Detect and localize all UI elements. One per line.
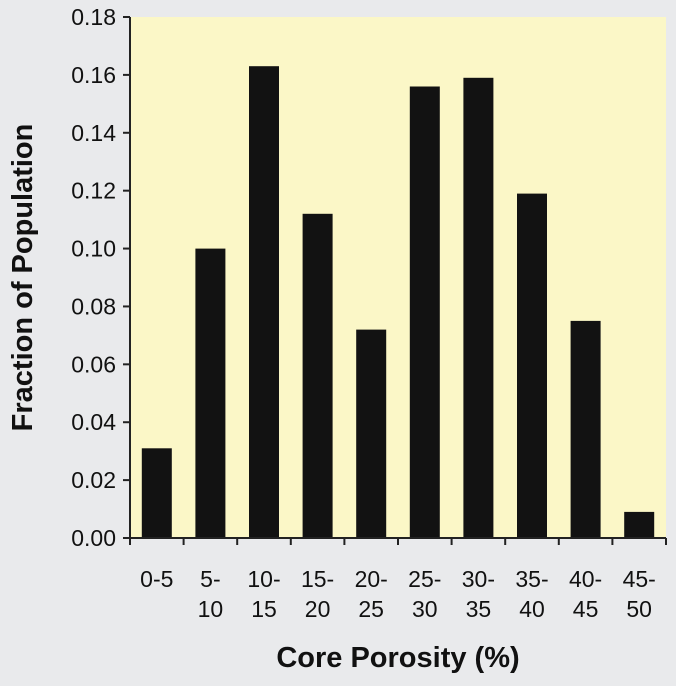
bar-5-10 bbox=[195, 248, 226, 538]
bar-30-35 bbox=[463, 77, 494, 539]
y-tick-label: 0.18 bbox=[71, 4, 116, 30]
x-tick-label: 35- bbox=[515, 566, 548, 592]
bar-15-20 bbox=[302, 213, 333, 539]
y-tick-label: 0.06 bbox=[71, 351, 116, 377]
x-tick-label: 0-5 bbox=[140, 566, 173, 592]
x-tick-label: 15 bbox=[251, 596, 277, 622]
bar-20-25 bbox=[356, 329, 387, 538]
y-tick-label: 0.08 bbox=[71, 293, 116, 319]
x-tick-label: 25- bbox=[408, 566, 441, 592]
bar-45-50 bbox=[624, 511, 655, 538]
x-tick-label: 20- bbox=[355, 566, 388, 592]
y-tick-label: 0.10 bbox=[71, 236, 116, 262]
y-tick-label: 0.04 bbox=[71, 409, 116, 435]
y-tick-label: 0.14 bbox=[71, 120, 116, 146]
x-tick-label: 50 bbox=[626, 596, 652, 622]
bar-40-45 bbox=[570, 320, 601, 538]
bar-10-15 bbox=[249, 66, 279, 538]
x-tick-label: 10- bbox=[247, 566, 280, 592]
x-tick-label: 25 bbox=[358, 596, 384, 622]
x-tick-label: 30 bbox=[412, 596, 438, 622]
x-tick-label: 15- bbox=[301, 566, 334, 592]
bar-35-40 bbox=[517, 193, 547, 538]
x-axis-ticks: 0-5 5- 10 10- 15 15- 20 20- 25 25- 30 30- 35 35- 40 40-… bbox=[129, 538, 667, 622]
x-tick-label: 20 bbox=[305, 596, 331, 622]
x-tick-label: 30- bbox=[462, 566, 495, 592]
x-axis-title: Core Porosity (%) bbox=[276, 642, 519, 674]
y-tick-label: 0.12 bbox=[71, 178, 116, 204]
x-tick-label: 45 bbox=[573, 596, 599, 622]
x-tick-label: 35 bbox=[466, 596, 492, 622]
x-tick-label: 40- bbox=[569, 566, 602, 592]
bar-0-5 bbox=[141, 448, 172, 538]
x-tick-label: 10 bbox=[198, 596, 224, 622]
bar-25-30 bbox=[409, 86, 440, 538]
y-axis-title: Fraction of Population bbox=[7, 124, 39, 432]
y-axis-ticks: 0.00 0.02 0.04 0.06 0.08 0.10 0.12 0.14 0.16 0.18 bbox=[71, 4, 130, 551]
x-tick-label: 5- bbox=[200, 566, 220, 592]
y-tick-label: 0.00 bbox=[71, 525, 116, 551]
y-tick-label: 0.16 bbox=[71, 62, 116, 88]
y-tick-label: 0.02 bbox=[71, 467, 116, 493]
x-tick-label: 45- bbox=[623, 566, 656, 592]
bars bbox=[141, 66, 655, 539]
x-tick-label: 40 bbox=[519, 596, 545, 622]
